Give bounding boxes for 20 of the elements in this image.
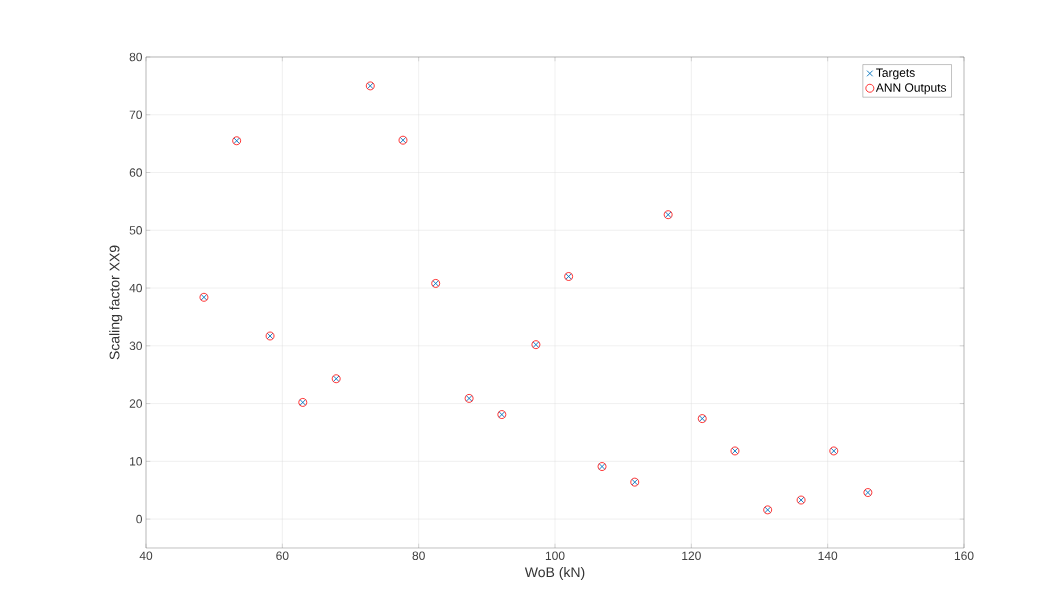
x-tick-label: 100 [545, 551, 565, 561]
y-tick-label: 30 [129, 341, 143, 351]
x-tick-label: 140 [818, 551, 838, 561]
y-tick-label: 80 [129, 52, 143, 62]
x-tick-label: 40 [139, 551, 153, 561]
y-tick-label: 60 [129, 168, 143, 177]
x-axis-title: WoB (kN) [524, 566, 585, 580]
x-tick-label: 80 [412, 551, 425, 561]
y-tick-label: 40 [129, 283, 143, 293]
y-tick-label: 70 [129, 110, 143, 119]
y-tick-label: 50 [129, 226, 143, 235]
legend-label: ANN Outputs [875, 83, 947, 95]
x-tick-label: 60 [276, 551, 289, 561]
y-tick-label: 20 [129, 399, 143, 408]
x-tick-label: 160 [954, 551, 974, 561]
x-tick-label: 120 [682, 551, 701, 561]
y-tick-label: 0 [136, 514, 143, 524]
y-axis-title: Scaling factor XX9 [109, 245, 123, 360]
legend-label: Targets [876, 68, 915, 80]
y-tick-label: 10 [130, 457, 143, 466]
